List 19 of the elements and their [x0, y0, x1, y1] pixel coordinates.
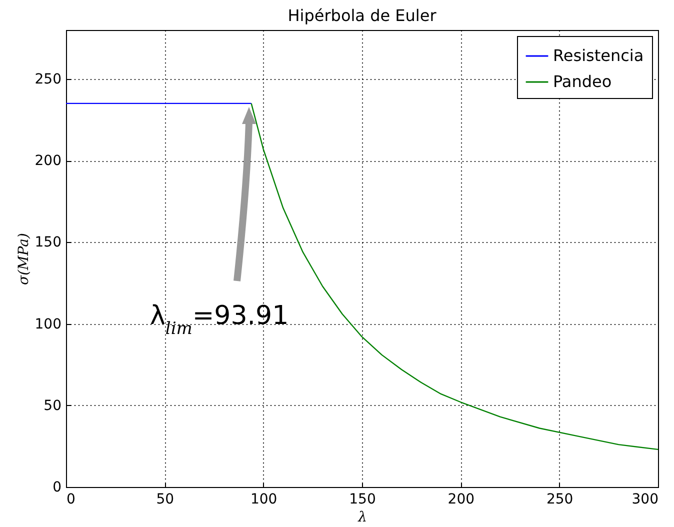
x-tick-label: 300 [632, 492, 658, 508]
x-tick-label: 100 [250, 492, 278, 508]
x-tick-label: 50 [156, 492, 174, 508]
x-axis-title: λ [357, 510, 367, 526]
y-tick-label: 200 [34, 153, 62, 170]
chart-title: Hipérbola de Euler [288, 6, 437, 25]
legend-label: Pandeo [553, 72, 612, 91]
x-tick-label: 150 [349, 492, 376, 508]
x-tick-label: 200 [448, 492, 475, 508]
y-tick-label: 250 [34, 71, 62, 88]
y-tick-label: 50 [44, 398, 62, 414]
legend-label: Resistencia [553, 46, 644, 65]
annotation: λ$_{lim}$=93.91 [150, 301, 289, 339]
y-tick-label: 150 [34, 234, 62, 251]
y-axis-title: σ(MPa) [16, 233, 32, 285]
x-tick-label: 250 [546, 492, 574, 508]
y-tick-label: 0 [52, 480, 62, 496]
y-tick-label: 100 [34, 316, 62, 332]
x-tick-label: 0 [66, 492, 76, 508]
